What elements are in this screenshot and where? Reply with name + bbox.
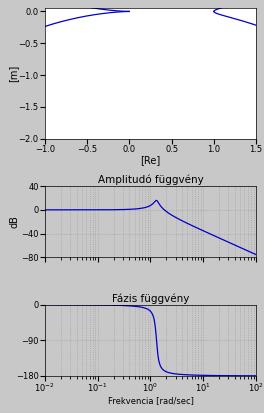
Title: Amplitudó függvény: Amplitudó függvény — [98, 175, 203, 185]
X-axis label: [Re]: [Re] — [140, 155, 161, 166]
Y-axis label: [m]: [m] — [8, 65, 18, 82]
Title: Fázis függvény: Fázis függvény — [112, 293, 189, 304]
Y-axis label: dB: dB — [10, 215, 20, 228]
X-axis label: Frekvencia [rad/sec]: Frekvencia [rad/sec] — [107, 396, 194, 405]
